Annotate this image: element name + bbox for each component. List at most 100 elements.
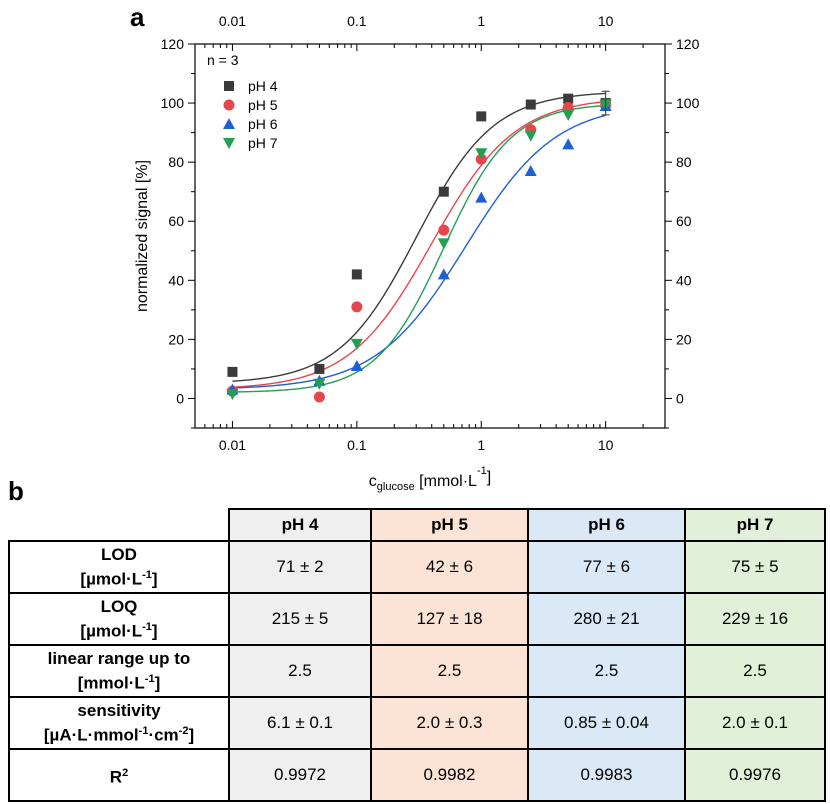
data-point-ph5 [438, 224, 450, 236]
column-header-ph6: pH 6 [527, 508, 686, 542]
y-tick-label: 20 [168, 331, 184, 347]
table-cell: 215 ± 5 [228, 592, 372, 646]
fit-curve-ph4 [232, 92, 606, 382]
table-cell: 2.5 [527, 644, 686, 698]
table-cell: 0.9982 [370, 748, 529, 802]
table-row: sensitivity [µA·L·mmol-1·cm-2] 6.1 ± 0.1 2.… [8, 696, 826, 750]
row-header: R2 [8, 748, 230, 802]
table-header-row: pH 4 pH 5 pH 6 pH 7 [9, 508, 826, 542]
table-cell: 127 ± 18 [370, 592, 529, 646]
y-tick-label: 60 [168, 213, 184, 229]
y-tick-label-right: 120 [676, 36, 700, 52]
row-header: sensitivity [µA·L·mmol-1·cm-2] [8, 696, 230, 750]
table-cell: 2.5 [684, 644, 826, 698]
y-tick-label-right: 100 [676, 95, 700, 111]
fit-curve-ph6 [232, 114, 606, 389]
y-tick-label-right: 40 [676, 272, 692, 288]
sample-size-annotation: n = 3 [207, 52, 239, 68]
table-cell: 0.9976 [684, 748, 826, 802]
x-tick-label: 0.1 [347, 437, 367, 453]
legend-marker [223, 138, 235, 149]
x-tick-label-top: 0.01 [219, 13, 246, 29]
x-tick-label-top: 1 [477, 13, 485, 29]
y-tick-label: 80 [168, 154, 184, 170]
legend-marker [224, 81, 234, 91]
y-tick-label-right: 0 [676, 390, 684, 406]
table-cell: 2.5 [228, 644, 372, 698]
data-point-ph6 [562, 138, 575, 150]
data-point-ph7 [524, 130, 537, 142]
x-axis-label: cglucose [mmol·L-1] [369, 465, 491, 493]
data-point-ph4 [227, 366, 238, 377]
y-tick-label: 40 [168, 272, 184, 288]
data-point-ph6 [350, 359, 363, 371]
y-tick-label-right: 60 [676, 213, 692, 229]
data-point-ph7 [437, 238, 450, 250]
x-axis-label-part: [mmol·L [415, 473, 477, 490]
x-axis-label-part: -1 [477, 465, 487, 477]
table-cell: 0.9972 [228, 748, 372, 802]
table-cell: 2.0 ± 0.3 [370, 696, 529, 750]
fit-curve-ph7 [232, 104, 606, 393]
legend-marker [223, 99, 235, 111]
x-tick-label: 1 [477, 437, 485, 453]
column-header-ph4: pH 4 [228, 508, 372, 542]
x-axis-label-part: c [369, 473, 377, 490]
panel-label-b: b [8, 476, 24, 506]
data-point-ph7 [562, 109, 575, 121]
row-header: linear range up to [mmol·L-1] [8, 644, 230, 698]
y-tick-label-right: 20 [676, 331, 692, 347]
data-point-ph4 [438, 186, 449, 197]
x-tick-label-top: 10 [598, 13, 614, 29]
data-point-ph4 [525, 99, 536, 110]
plot-frame [194, 43, 666, 429]
y-tick-label: 0 [176, 390, 184, 406]
legend-label: pH 5 [248, 97, 278, 113]
table-cell: 0.9983 [527, 748, 686, 802]
column-header-ph7: pH 7 [684, 508, 826, 542]
row-header: LOQ [µmol·L-1] [8, 592, 230, 646]
column-header-ph5: pH 5 [370, 508, 529, 542]
x-axis-label-part: glucose [377, 481, 415, 493]
panel-label-a: a [130, 2, 145, 32]
data-point-ph7 [475, 148, 488, 160]
y-tick-label-right: 80 [676, 154, 692, 170]
table-cell: 71 ± 2 [228, 540, 372, 594]
table-cell: 6.1 ± 0.1 [228, 696, 372, 750]
legend-marker [223, 118, 235, 129]
x-tick-label: 10 [598, 437, 614, 453]
data-point-ph4 [563, 93, 574, 104]
x-tick-label: 0.01 [219, 437, 246, 453]
x-tick-label-top: 0.1 [347, 13, 367, 29]
table-cell: 75 ± 5 [684, 540, 826, 594]
table-cell: 2.0 ± 0.1 [684, 696, 826, 750]
table-row: linear range up to [mmol·L-1] 2.5 2.5 2.5 2.5 [8, 644, 826, 698]
table-cell: 2.5 [370, 644, 529, 698]
row-header: LOD [µmol·L-1] [8, 540, 230, 594]
table-cell: 77 ± 6 [527, 540, 686, 594]
fit-curve-ph5 [232, 100, 606, 388]
legend-label: pH 7 [248, 135, 278, 151]
data-point-ph7 [350, 338, 363, 350]
legend-label: pH 6 [248, 116, 278, 132]
y-axis-label: normalized signal [%] [134, 160, 151, 312]
legend-label: pH 4 [248, 78, 278, 94]
table-row: LOD [µmol·L-1] 71 ± 2 42 ± 6 77 ± 6 75 ± 5 [8, 540, 826, 594]
data-point-ph4 [314, 363, 325, 374]
y-tick-label: 100 [161, 95, 185, 111]
data-point-ph6 [524, 165, 537, 177]
table-cell: 0.85 ± 0.04 [527, 696, 686, 750]
data-point-ph5 [313, 391, 325, 403]
data-point-ph6 [437, 268, 450, 280]
data-point-ph7 [226, 389, 239, 401]
data-point-ph7 [313, 378, 326, 390]
data-point-ph5 [351, 301, 363, 313]
y-tick-label: 120 [161, 36, 185, 52]
table-cell: 229 ± 16 [684, 592, 826, 646]
data-point-ph4 [476, 111, 487, 122]
table-corner-cell [9, 509, 229, 541]
table-cell: 280 ± 21 [527, 592, 686, 646]
data-point-ph4 [351, 269, 362, 280]
